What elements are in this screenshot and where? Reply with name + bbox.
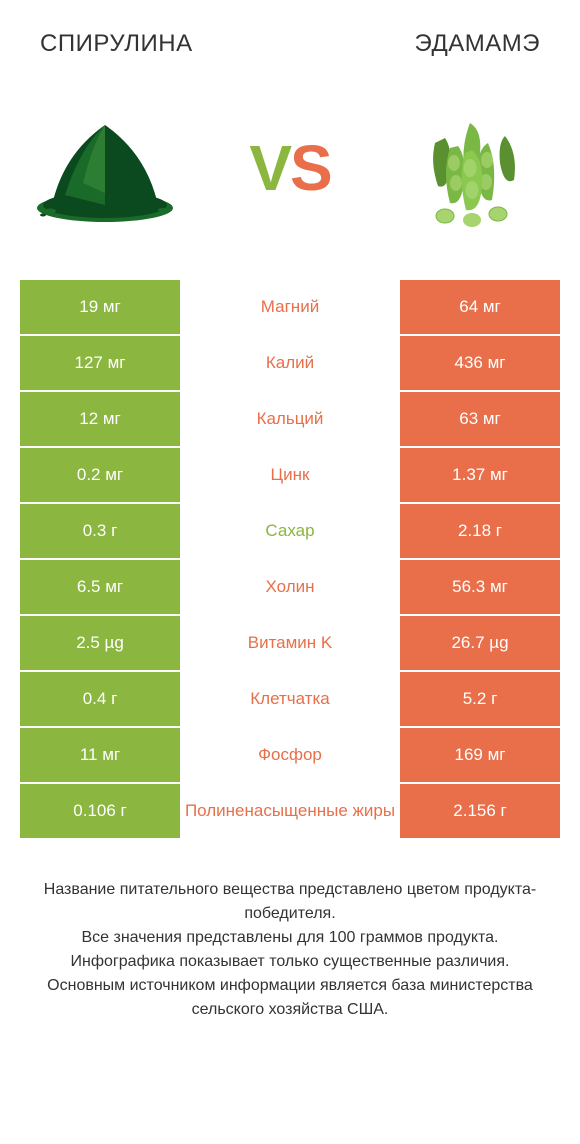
nutrient-label-cell: Витамин K [180, 616, 400, 670]
table-row: 0.106 гПолиненасыщенные жиры2.156 г [20, 782, 560, 838]
left-value-cell: 19 мг [20, 280, 180, 334]
nutrient-label-cell: Фосфор [180, 728, 400, 782]
right-value-cell: 1.37 мг [400, 448, 560, 502]
footer-line: Название питательного вещества представл… [30, 878, 550, 926]
comparison-table: 19 мгМагний64 мг127 мгКалий436 мг12 мгКа… [0, 278, 580, 838]
table-row: 19 мгМагний64 мг [20, 278, 560, 334]
nutrient-label-cell: Магний [180, 280, 400, 334]
left-value-cell: 0.2 мг [20, 448, 180, 502]
vs-v-letter: V [249, 132, 290, 204]
table-row: 0.4 гКлетчатка5.2 г [20, 670, 560, 726]
left-value-cell: 0.4 г [20, 672, 180, 726]
nutrient-label-cell: Холин [180, 560, 400, 614]
left-value-cell: 0.3 г [20, 504, 180, 558]
table-row: 11 мгФосфор169 мг [20, 726, 560, 782]
header: СПИРУЛИНА ЭДАМАМЭ [0, 0, 580, 78]
left-value-cell: 2.5 µg [20, 616, 180, 670]
footer-line: Инфографика показывает только существенн… [30, 950, 550, 974]
footer-notes: Название питательного вещества представл… [0, 838, 580, 1042]
left-product-title: СПИРУЛИНА [40, 30, 193, 58]
table-row: 0.3 гСахар2.18 г [20, 502, 560, 558]
vs-label: VS [249, 131, 330, 205]
footer-line: Все значения представлены для 100 граммо… [30, 926, 550, 950]
vs-s-letter: S [290, 132, 331, 204]
right-value-cell: 436 мг [400, 336, 560, 390]
left-value-cell: 11 мг [20, 728, 180, 782]
right-value-cell: 26.7 µg [400, 616, 560, 670]
left-value-cell: 0.106 г [20, 784, 180, 838]
table-row: 12 мгКальций63 мг [20, 390, 560, 446]
nutrient-label-cell: Цинк [180, 448, 400, 502]
right-value-cell: 5.2 г [400, 672, 560, 726]
nutrient-label-cell: Калий [180, 336, 400, 390]
right-value-cell: 64 мг [400, 280, 560, 334]
left-value-cell: 6.5 мг [20, 560, 180, 614]
right-value-cell: 169 мг [400, 728, 560, 782]
table-row: 6.5 мгХолин56.3 мг [20, 558, 560, 614]
table-row: 127 мгКалий436 мг [20, 334, 560, 390]
right-value-cell: 63 мг [400, 392, 560, 446]
right-value-cell: 2.18 г [400, 504, 560, 558]
edamame-image [400, 103, 550, 233]
nutrient-label-cell: Кальций [180, 392, 400, 446]
footer-line: Основным источником информации является … [30, 974, 550, 1022]
table-row: 2.5 µgВитамин K26.7 µg [20, 614, 560, 670]
right-value-cell: 2.156 г [400, 784, 560, 838]
hero-row: VS [0, 78, 580, 278]
spirulina-image [30, 103, 180, 233]
right-value-cell: 56.3 мг [400, 560, 560, 614]
nutrient-label-cell: Полиненасыщенные жиры [180, 784, 400, 838]
right-product-title: ЭДАМАМЭ [415, 30, 540, 58]
nutrient-label-cell: Сахар [180, 504, 400, 558]
nutrient-label-cell: Клетчатка [180, 672, 400, 726]
left-value-cell: 127 мг [20, 336, 180, 390]
left-value-cell: 12 мг [20, 392, 180, 446]
table-row: 0.2 мгЦинк1.37 мг [20, 446, 560, 502]
